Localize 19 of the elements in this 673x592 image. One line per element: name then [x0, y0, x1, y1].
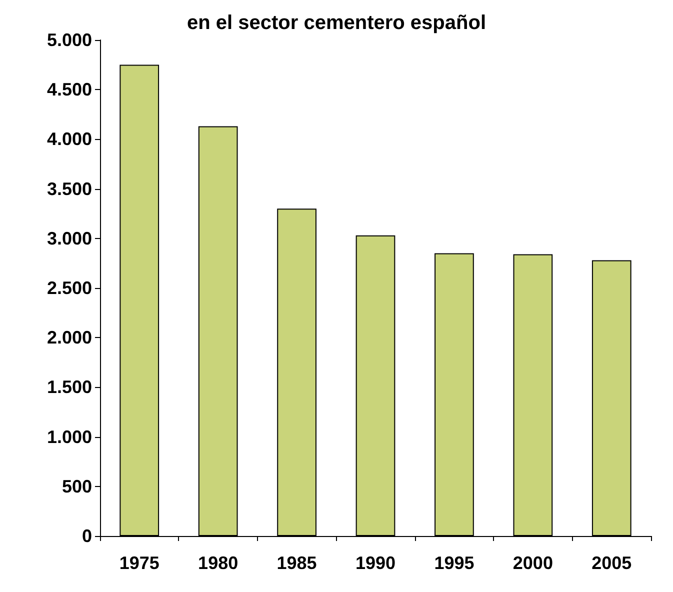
chart-title: en el sector cementero español [186, 12, 486, 34]
y-tick-label: 3.500 [46, 178, 92, 199]
y-tick-label: 3.000 [46, 228, 92, 248]
y-tick-label: 1.000 [46, 426, 92, 447]
y-tick-label: 1.500 [46, 377, 92, 398]
y-tick-label: 4.000 [46, 129, 92, 150]
x-tick-label: 1985 [276, 553, 317, 573]
y-tick-label: 4.500 [46, 80, 92, 100]
y-tick-label: 2.500 [46, 278, 92, 298]
y-tick-label: 5.000 [46, 30, 92, 50]
y-tick-label: 500 [62, 476, 92, 496]
x-tick-label: 1975 [119, 553, 160, 573]
y-tick-label: 2.000 [46, 328, 92, 348]
x-tick-label: 1980 [198, 553, 238, 573]
x-tick-label: 1995 [434, 553, 474, 573]
y-tick-label: 0 [82, 526, 92, 546]
x-tick-label: 2000 [512, 553, 553, 573]
x-tick-label: 1990 [355, 553, 396, 573]
x-tick-label: 2005 [592, 553, 632, 573]
